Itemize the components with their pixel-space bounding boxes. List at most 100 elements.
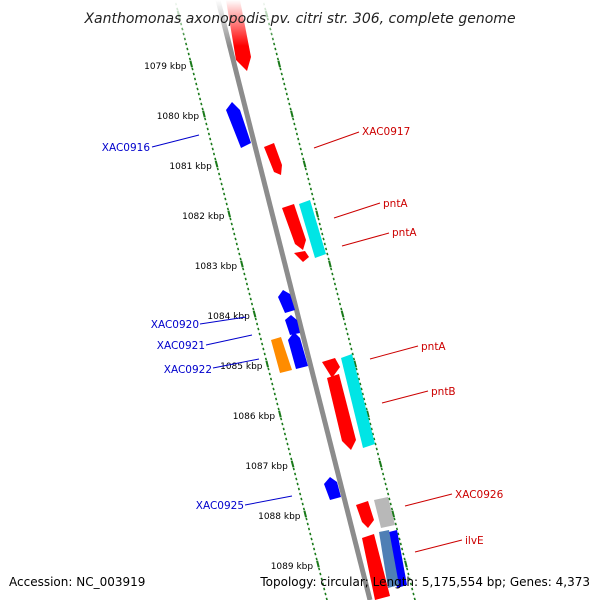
- gene-pntA-2[interactable]: [294, 251, 309, 262]
- tick-label: 1083 kbp: [195, 262, 238, 272]
- right-tick: [376, 452, 380, 456]
- tick-label: 1085 kbp: [220, 362, 263, 372]
- right-tick: [352, 357, 356, 361]
- left-tick: [243, 272, 246, 276]
- right-tick: [315, 210, 319, 218]
- right-tick: [378, 457, 381, 461]
- left-tick: [272, 387, 275, 391]
- right-tick: [390, 507, 394, 511]
- label-XAC0921[interactable]: XAC0921: [157, 340, 205, 352]
- reverse-strand-genes: [226, 102, 407, 588]
- right-tick: [399, 542, 402, 546]
- left-tick: [299, 492, 302, 496]
- right-tick: [337, 297, 340, 301]
- gene-XAC0921[interactable]: [285, 315, 300, 335]
- label-XAC0917[interactable]: XAC0917: [362, 126, 410, 138]
- left-tick: [189, 60, 193, 68]
- right-tick: [371, 432, 375, 436]
- left-tick: [249, 297, 252, 301]
- label-XAC0925[interactable]: XAC0925: [196, 500, 244, 512]
- right-tick: [398, 537, 401, 541]
- gene-pntA-3[interactable]: [322, 358, 340, 378]
- gene-XAC0920[interactable]: [278, 290, 295, 313]
- right-tick: [389, 502, 392, 506]
- right-tick: [317, 217, 320, 221]
- left-tick: [264, 357, 268, 361]
- left-tick: [209, 137, 212, 141]
- left-tick: [257, 327, 260, 331]
- feature-ilvE-steelblue[interactable]: [379, 530, 399, 588]
- left-tick: [290, 457, 293, 461]
- gene-XAC0926[interactable]: [356, 501, 374, 528]
- label-pntA-2[interactable]: pntA: [392, 227, 417, 239]
- left-tick: [214, 157, 217, 161]
- left-tick: [256, 322, 259, 326]
- feature-XAC0922-orange[interactable]: [271, 337, 292, 373]
- gene-pntB[interactable]: [327, 374, 356, 450]
- right-tick: [312, 197, 315, 201]
- gene-XAC0922-blue[interactable]: [288, 332, 308, 369]
- right-tick: [323, 242, 326, 246]
- label-pntB[interactable]: pntB: [431, 386, 456, 398]
- right-tick: [308, 182, 311, 186]
- label-XAC0920[interactable]: XAC0920: [151, 319, 199, 331]
- label-pntA-3[interactable]: pntA: [421, 341, 446, 353]
- gene-XAC0917[interactable]: [264, 143, 282, 175]
- right-tick: [342, 317, 345, 321]
- right-tick: [353, 360, 357, 368]
- label-pntA-1[interactable]: pntA: [383, 198, 408, 210]
- tick-label: 1086 kbp: [233, 412, 276, 422]
- right-tick: [311, 192, 314, 196]
- left-tick: [294, 472, 297, 476]
- left-tick: [196, 87, 199, 91]
- right-tick: [408, 577, 411, 581]
- cds-pntA[interactable]: [299, 200, 326, 258]
- left-tick: [265, 360, 269, 368]
- gene-pntA-1[interactable]: [282, 204, 306, 250]
- right-tick: [330, 267, 333, 271]
- gene-ilvE-blue[interactable]: [389, 530, 407, 588]
- right-tick: [288, 102, 291, 106]
- right-tick: [360, 387, 363, 391]
- left-tick: [315, 557, 318, 561]
- left-tick: [226, 207, 230, 211]
- right-tick: [380, 467, 383, 471]
- label-XAC0926[interactable]: XAC0926: [455, 489, 504, 501]
- right-tick: [283, 82, 286, 86]
- gene-ilvE[interactable]: [362, 534, 390, 600]
- feature-XAC0926-grey[interactable]: [374, 497, 395, 528]
- right-tick: [395, 527, 399, 531]
- left-tick: [258, 332, 261, 336]
- left-tick: [212, 152, 216, 156]
- right-tick: [397, 532, 400, 536]
- left-tick: [273, 392, 276, 396]
- label-XAC0922[interactable]: XAC0922: [164, 364, 212, 376]
- gene-XAC0916[interactable]: [226, 102, 251, 148]
- right-tick: [346, 332, 349, 336]
- label-ilvE[interactable]: ilvE: [465, 535, 484, 547]
- left-tick: [187, 52, 190, 56]
- right-tick: [359, 382, 362, 386]
- right-tick: [302, 160, 307, 168]
- label-XAC0916[interactable]: XAC0916: [102, 142, 151, 154]
- right-tick: [347, 337, 350, 341]
- right-tick: [407, 572, 410, 576]
- right-tick: [279, 67, 282, 71]
- gene-XAC0925[interactable]: [324, 477, 341, 500]
- right-tick: [355, 367, 358, 371]
- left-tick-track: [174, 2, 328, 600]
- right-tick: [280, 72, 283, 76]
- right-tick: [304, 167, 307, 171]
- left-tick: [200, 102, 203, 106]
- genome-backbone: [215, 0, 373, 600]
- left-tick: [223, 192, 226, 196]
- right-tick: [357, 377, 361, 381]
- cds-pntB[interactable]: [341, 354, 375, 448]
- right-tick: [332, 277, 335, 281]
- tick-label: 1081 kbp: [169, 162, 212, 172]
- left-tick: [221, 187, 224, 191]
- right-tick: [391, 510, 395, 518]
- left-tick: [238, 252, 241, 256]
- right-tick: [293, 122, 296, 126]
- right-tick: [277, 60, 281, 68]
